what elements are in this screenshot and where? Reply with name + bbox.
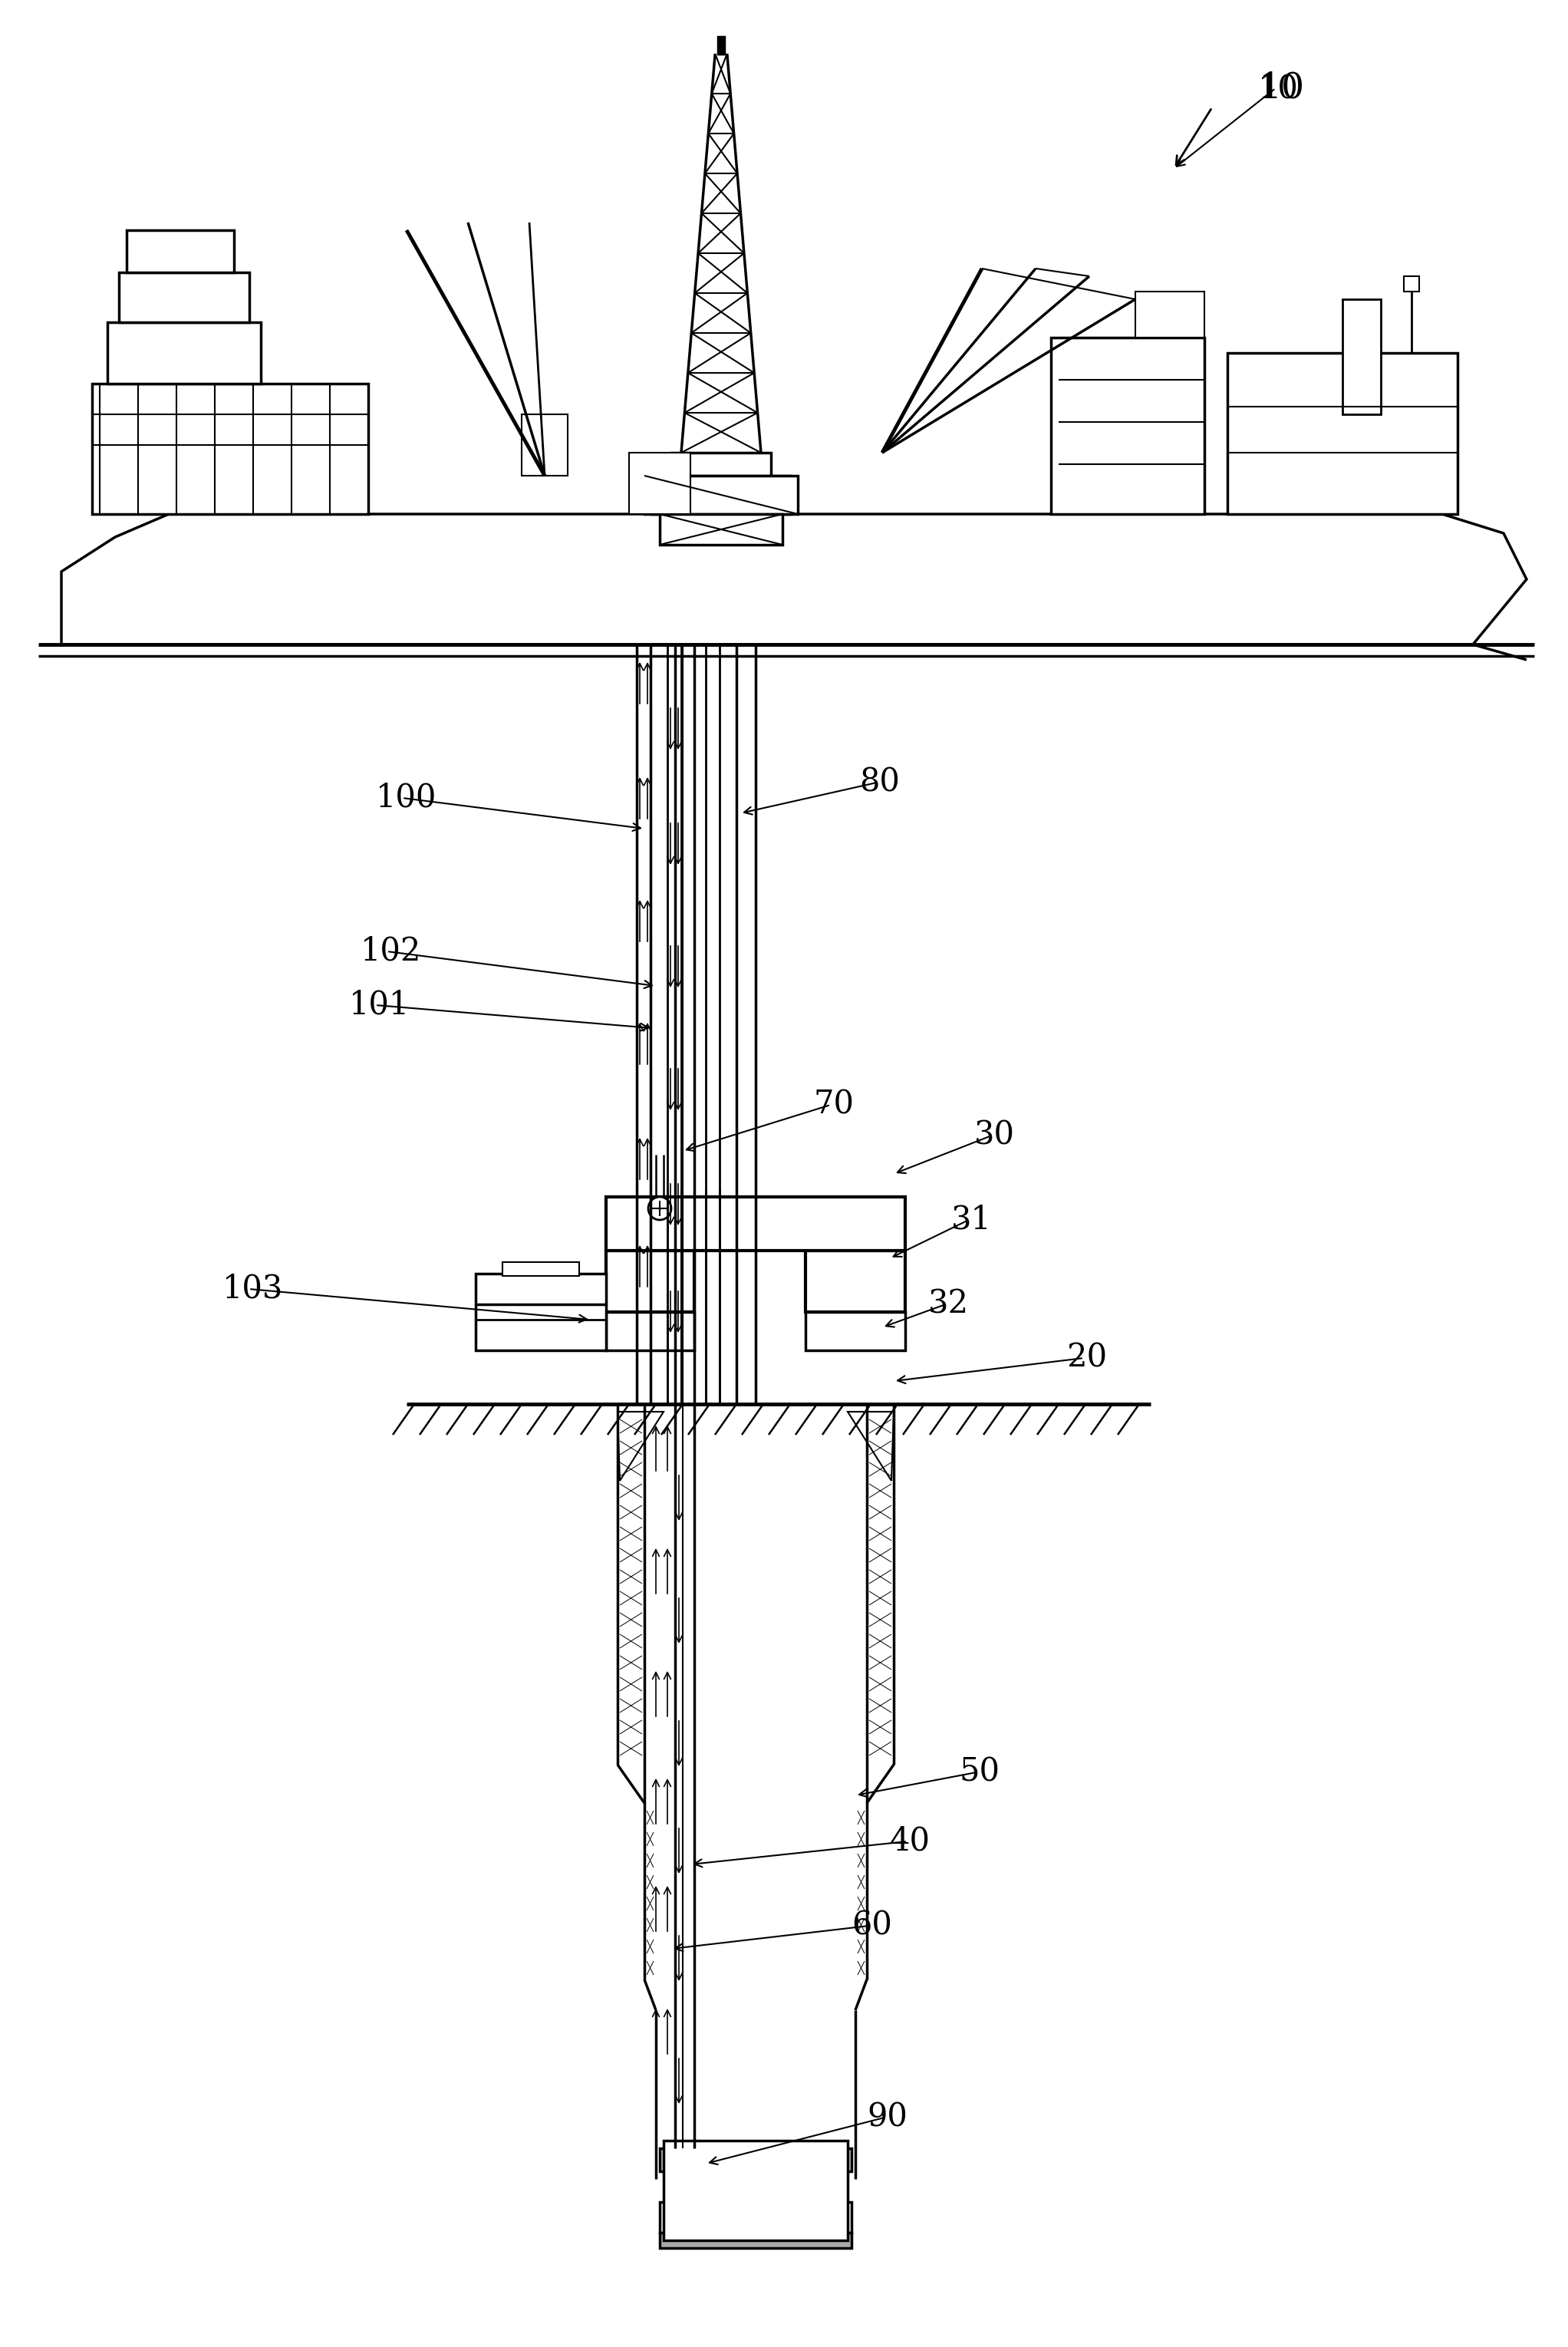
- Text: 20: 20: [1066, 1342, 1107, 1373]
- Circle shape: [648, 1197, 671, 1220]
- Text: 10: 10: [1258, 73, 1298, 103]
- Bar: [1403, 277, 1419, 291]
- Bar: [663, 2140, 848, 2241]
- Text: 102: 102: [361, 934, 422, 967]
- Text: 100: 100: [376, 782, 437, 814]
- Text: 60: 60: [851, 1910, 892, 1941]
- Text: 80: 80: [859, 767, 900, 798]
- Bar: [119, 272, 249, 322]
- Bar: [605, 1197, 905, 1251]
- Bar: [718, 38, 724, 54]
- Bar: [660, 514, 782, 545]
- Bar: [629, 453, 690, 514]
- Bar: [652, 476, 790, 514]
- Bar: [522, 415, 568, 476]
- Bar: [671, 453, 771, 476]
- Bar: [1051, 338, 1204, 514]
- Polygon shape: [660, 2201, 851, 2232]
- Polygon shape: [848, 1413, 894, 1481]
- Text: 32: 32: [928, 1289, 969, 1321]
- Text: 30: 30: [974, 1120, 1014, 1152]
- Text: 40: 40: [891, 1826, 930, 1856]
- Text: 10: 10: [1258, 70, 1305, 106]
- Bar: [1228, 352, 1458, 514]
- Bar: [93, 383, 368, 514]
- Bar: [806, 1312, 905, 1350]
- Text: 70: 70: [814, 1089, 855, 1122]
- Polygon shape: [61, 514, 1527, 645]
- Text: 50: 50: [960, 1756, 999, 1788]
- Text: 101: 101: [350, 988, 409, 1021]
- Text: 103: 103: [223, 1272, 284, 1305]
- Bar: [502, 1263, 579, 1277]
- Bar: [660, 2232, 851, 2248]
- Bar: [1135, 291, 1204, 338]
- Text: 31: 31: [952, 1204, 993, 1237]
- Bar: [475, 1274, 605, 1350]
- Polygon shape: [618, 1413, 663, 1481]
- Bar: [644, 476, 798, 514]
- Bar: [127, 230, 234, 272]
- Bar: [660, 2148, 851, 2171]
- Bar: [806, 1251, 905, 1312]
- Bar: [1342, 298, 1381, 415]
- Bar: [605, 1251, 695, 1312]
- Text: 90: 90: [867, 2101, 908, 2133]
- Bar: [107, 322, 260, 383]
- Bar: [605, 1312, 695, 1350]
